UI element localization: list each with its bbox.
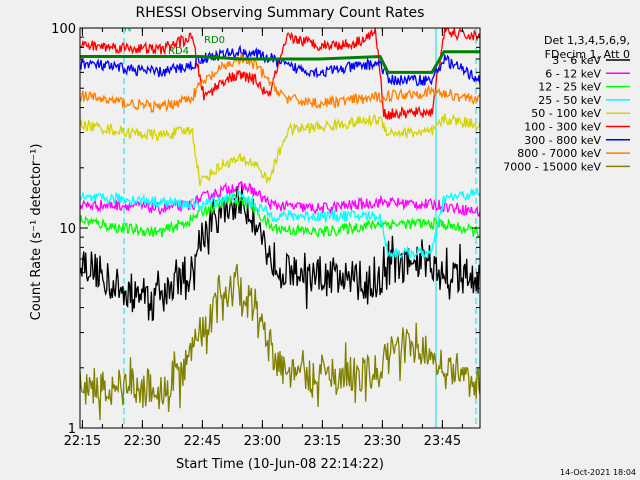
plot-area: N RD0 RD4 [80,24,480,428]
series-0 [80,183,480,322]
x-tick-label-1: 22:30 [124,434,161,449]
annotation-0: N [124,24,131,35]
y-tick-label-2: 100 [51,22,76,37]
x-axis-label: Start Time (10-Jun-08 22:14:22) [176,457,384,472]
series-line-1 [80,180,480,217]
x-tick-label-3: 23:00 [244,434,281,449]
annotation-2: RD4 [168,46,189,57]
legend-label-8: 7000 - 15000 keV [503,160,601,173]
legend: Det 1,3,4,5,6,9,FDecim 1, Att 03 - 6 keV… [503,34,630,173]
series-6 [80,44,480,87]
footer-date: 14-Oct-2021 18:04 [560,468,636,477]
x-tick-label-6: 23:45 [424,434,461,449]
x-tick-label-0: 22:15 [64,434,101,449]
series-line-7 [80,53,480,114]
series-2 [80,193,480,238]
series-1 [80,180,480,217]
legend-label-2: 12 - 25 keV [538,81,601,94]
legend-header-1: FDecim 1, Att 0 [545,48,630,61]
x-tick-label-4: 23:15 [304,434,341,449]
series-4 [80,113,480,187]
chart-title: RHESSI Observing Summary Count Rates [136,5,425,21]
series-7 [80,53,480,114]
series-line-2 [80,193,480,238]
annotation-1: RD0 [204,35,225,46]
series-3 [80,187,480,260]
x-tick-label-2: 22:45 [184,434,221,449]
flag-line [80,50,480,74]
y-tick-label-1: 10 [59,222,76,237]
legend-header-0: Det 1,3,4,5,6,9, [544,34,630,47]
legend-label-5: 100 - 300 keV [524,121,601,134]
series-line-3 [80,187,480,260]
legend-label-0: 3 - 6 keV [552,54,601,67]
x-tick-label-5: 23:30 [364,434,401,449]
y-axis-label: Count Rate (s⁻¹ detector⁻¹) [29,144,44,321]
y-tick-label-0: 1 [68,422,76,437]
x-axis: 22:15 22:30 22:45 23:00 23:15 23:30 23:45 [64,28,463,449]
legend-label-6: 300 - 800 keV [524,134,601,147]
series-line-0 [80,183,480,322]
legend-label-3: 25 - 50 keV [538,94,601,107]
series-line-4 [80,113,480,187]
legend-label-1: 6 - 12 keV [545,67,601,80]
series-8 [80,264,480,421]
legend-label-4: 50 - 100 keV [531,107,601,120]
series-line-6 [80,44,480,87]
legend-label-7: 800 - 7000 keV [517,147,601,160]
plot-frame [79,27,481,429]
series-line-8 [80,264,480,421]
